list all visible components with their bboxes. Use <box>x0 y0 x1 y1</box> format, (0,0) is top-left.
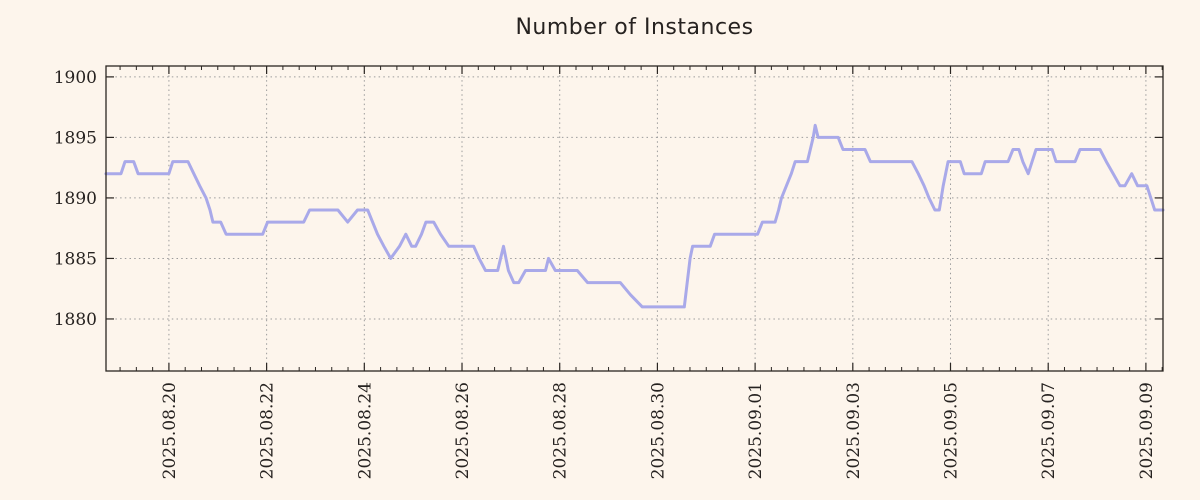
y-tick-label: 1890 <box>54 189 97 209</box>
x-tick-label: 2025.08.26 <box>453 382 473 479</box>
y-tick-label: 1895 <box>54 128 97 148</box>
x-tick-label: 2025.09.01 <box>746 382 766 479</box>
plot-border <box>105 65 1164 372</box>
chart-title: Number of Instances <box>515 15 754 40</box>
y-tick-label: 1885 <box>54 249 97 269</box>
series-line <box>104 123 1165 309</box>
x-tick-label: 2025.09.03 <box>844 382 864 479</box>
x-tick-label: 2025.09.09 <box>1137 382 1157 479</box>
x-tick-label: 2025.08.24 <box>355 382 375 479</box>
y-tick-label: 1880 <box>54 310 97 330</box>
x-tick-label: 2025.08.22 <box>258 382 278 479</box>
x-tick-label: 2025.08.20 <box>160 382 180 479</box>
x-tick-label: 2025.08.30 <box>648 382 668 479</box>
x-tick-label: 2025.09.05 <box>942 382 962 479</box>
x-tick-label: 2025.08.28 <box>551 382 571 479</box>
y-tick-label: 1900 <box>54 68 97 88</box>
x-tick-label: 2025.09.07 <box>1039 382 1059 479</box>
